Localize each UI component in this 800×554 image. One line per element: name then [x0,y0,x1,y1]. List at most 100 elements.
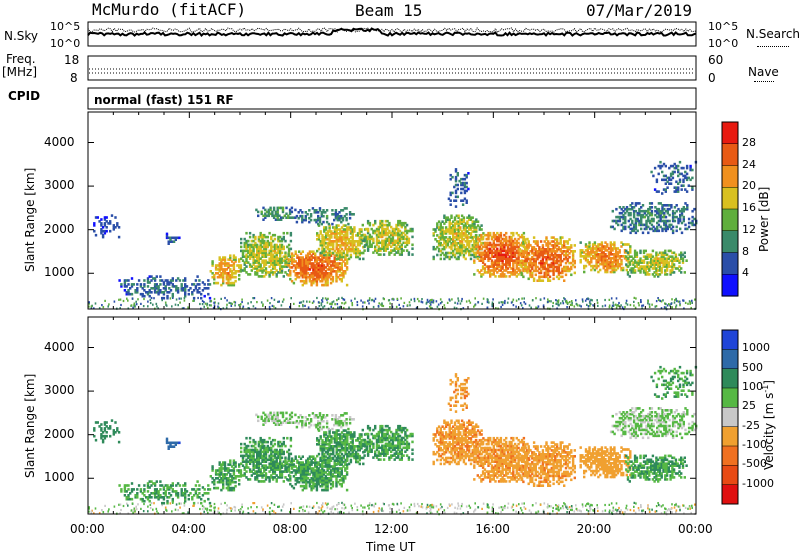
power-cell [663,207,666,211]
power-cell [323,253,326,257]
power-cell [282,237,285,241]
power-cell [344,224,347,227]
power-cell [559,259,562,263]
power-cell [397,229,400,233]
power-cell [289,266,292,269]
power-cell [563,253,566,257]
power-cell [512,267,515,270]
ground-echo [575,507,578,510]
power-cell [602,255,605,258]
power-cell [646,261,649,264]
power-cell [333,266,336,269]
power-cell [615,215,618,219]
power-cell [595,262,598,266]
power-cell [312,279,315,283]
ground-echo [465,505,468,508]
ground-echo [435,505,438,508]
power-cell [384,243,388,247]
power-cell [443,232,446,235]
power-cell [499,269,503,272]
power-cell [684,227,687,231]
power-cell [671,213,675,217]
power-cell [550,240,553,243]
power-cell [162,291,166,294]
power-cell [541,257,545,261]
power-cell [475,236,478,239]
power-cell [379,241,382,245]
power-cell [538,275,541,279]
power-cell [314,268,317,271]
power-cell [527,261,530,265]
power-cell [384,245,388,248]
power-cell [173,285,176,288]
ground-echo [613,304,615,307]
power-cell [545,244,548,247]
power-cell [356,232,360,235]
power-cell [303,266,306,269]
power-cell [538,267,541,271]
ground-echo [550,300,552,303]
power-cell [220,272,223,275]
power-cell [341,209,345,212]
power-cell [227,258,230,261]
power-cell [680,213,684,217]
power-cell [460,222,464,225]
ground-echo [427,505,429,508]
power-cell [268,275,271,278]
power-cell [232,283,236,287]
power-cell [351,232,354,235]
ground-echo [429,506,431,509]
ground-echo [608,509,611,512]
ground-echo [217,507,220,510]
power-cell [270,247,273,251]
power-cell [685,259,688,262]
power-cell [280,251,284,255]
ground-echo [241,505,243,509]
ground-echo [548,300,551,303]
power-cell [681,259,685,262]
power-cell [375,237,379,241]
power-cell [248,253,252,257]
power-cell [475,247,478,251]
velocity-cell [169,445,172,448]
power-cell [439,230,442,233]
power-cell [372,223,375,227]
power-cell [643,211,646,215]
power-cell [248,243,252,247]
power-cell [148,294,151,298]
power-cell [682,184,685,187]
power-cell [264,235,268,239]
power-cell [614,249,618,252]
power-cell [405,239,409,243]
power-cell [405,229,409,233]
power-cell [469,234,473,237]
power-cell [515,257,518,260]
power-cell [640,209,643,213]
power-cell [650,211,654,215]
power-cell [439,236,442,239]
power-cell [218,274,221,277]
power-cell [93,222,96,225]
power-cell [517,255,520,258]
power-cell [661,227,664,231]
power-cell [282,265,285,268]
power-cell [642,259,646,262]
power-cell [501,257,504,260]
power-cell [464,230,467,233]
power-cell [632,211,636,215]
power-cell [643,209,646,213]
power-cell [162,296,166,300]
power-cell [635,263,639,266]
power-cell [345,258,349,261]
ground-echo [592,304,594,307]
power-cell [630,255,633,258]
power-cell [653,275,656,278]
power-cell [397,251,400,254]
ground-echo [332,300,335,303]
power-cell [184,277,187,280]
power-cell [492,267,495,270]
power-cell [324,250,327,253]
power-cell [675,166,678,170]
power-cell [653,271,656,274]
power-cell [661,178,664,182]
